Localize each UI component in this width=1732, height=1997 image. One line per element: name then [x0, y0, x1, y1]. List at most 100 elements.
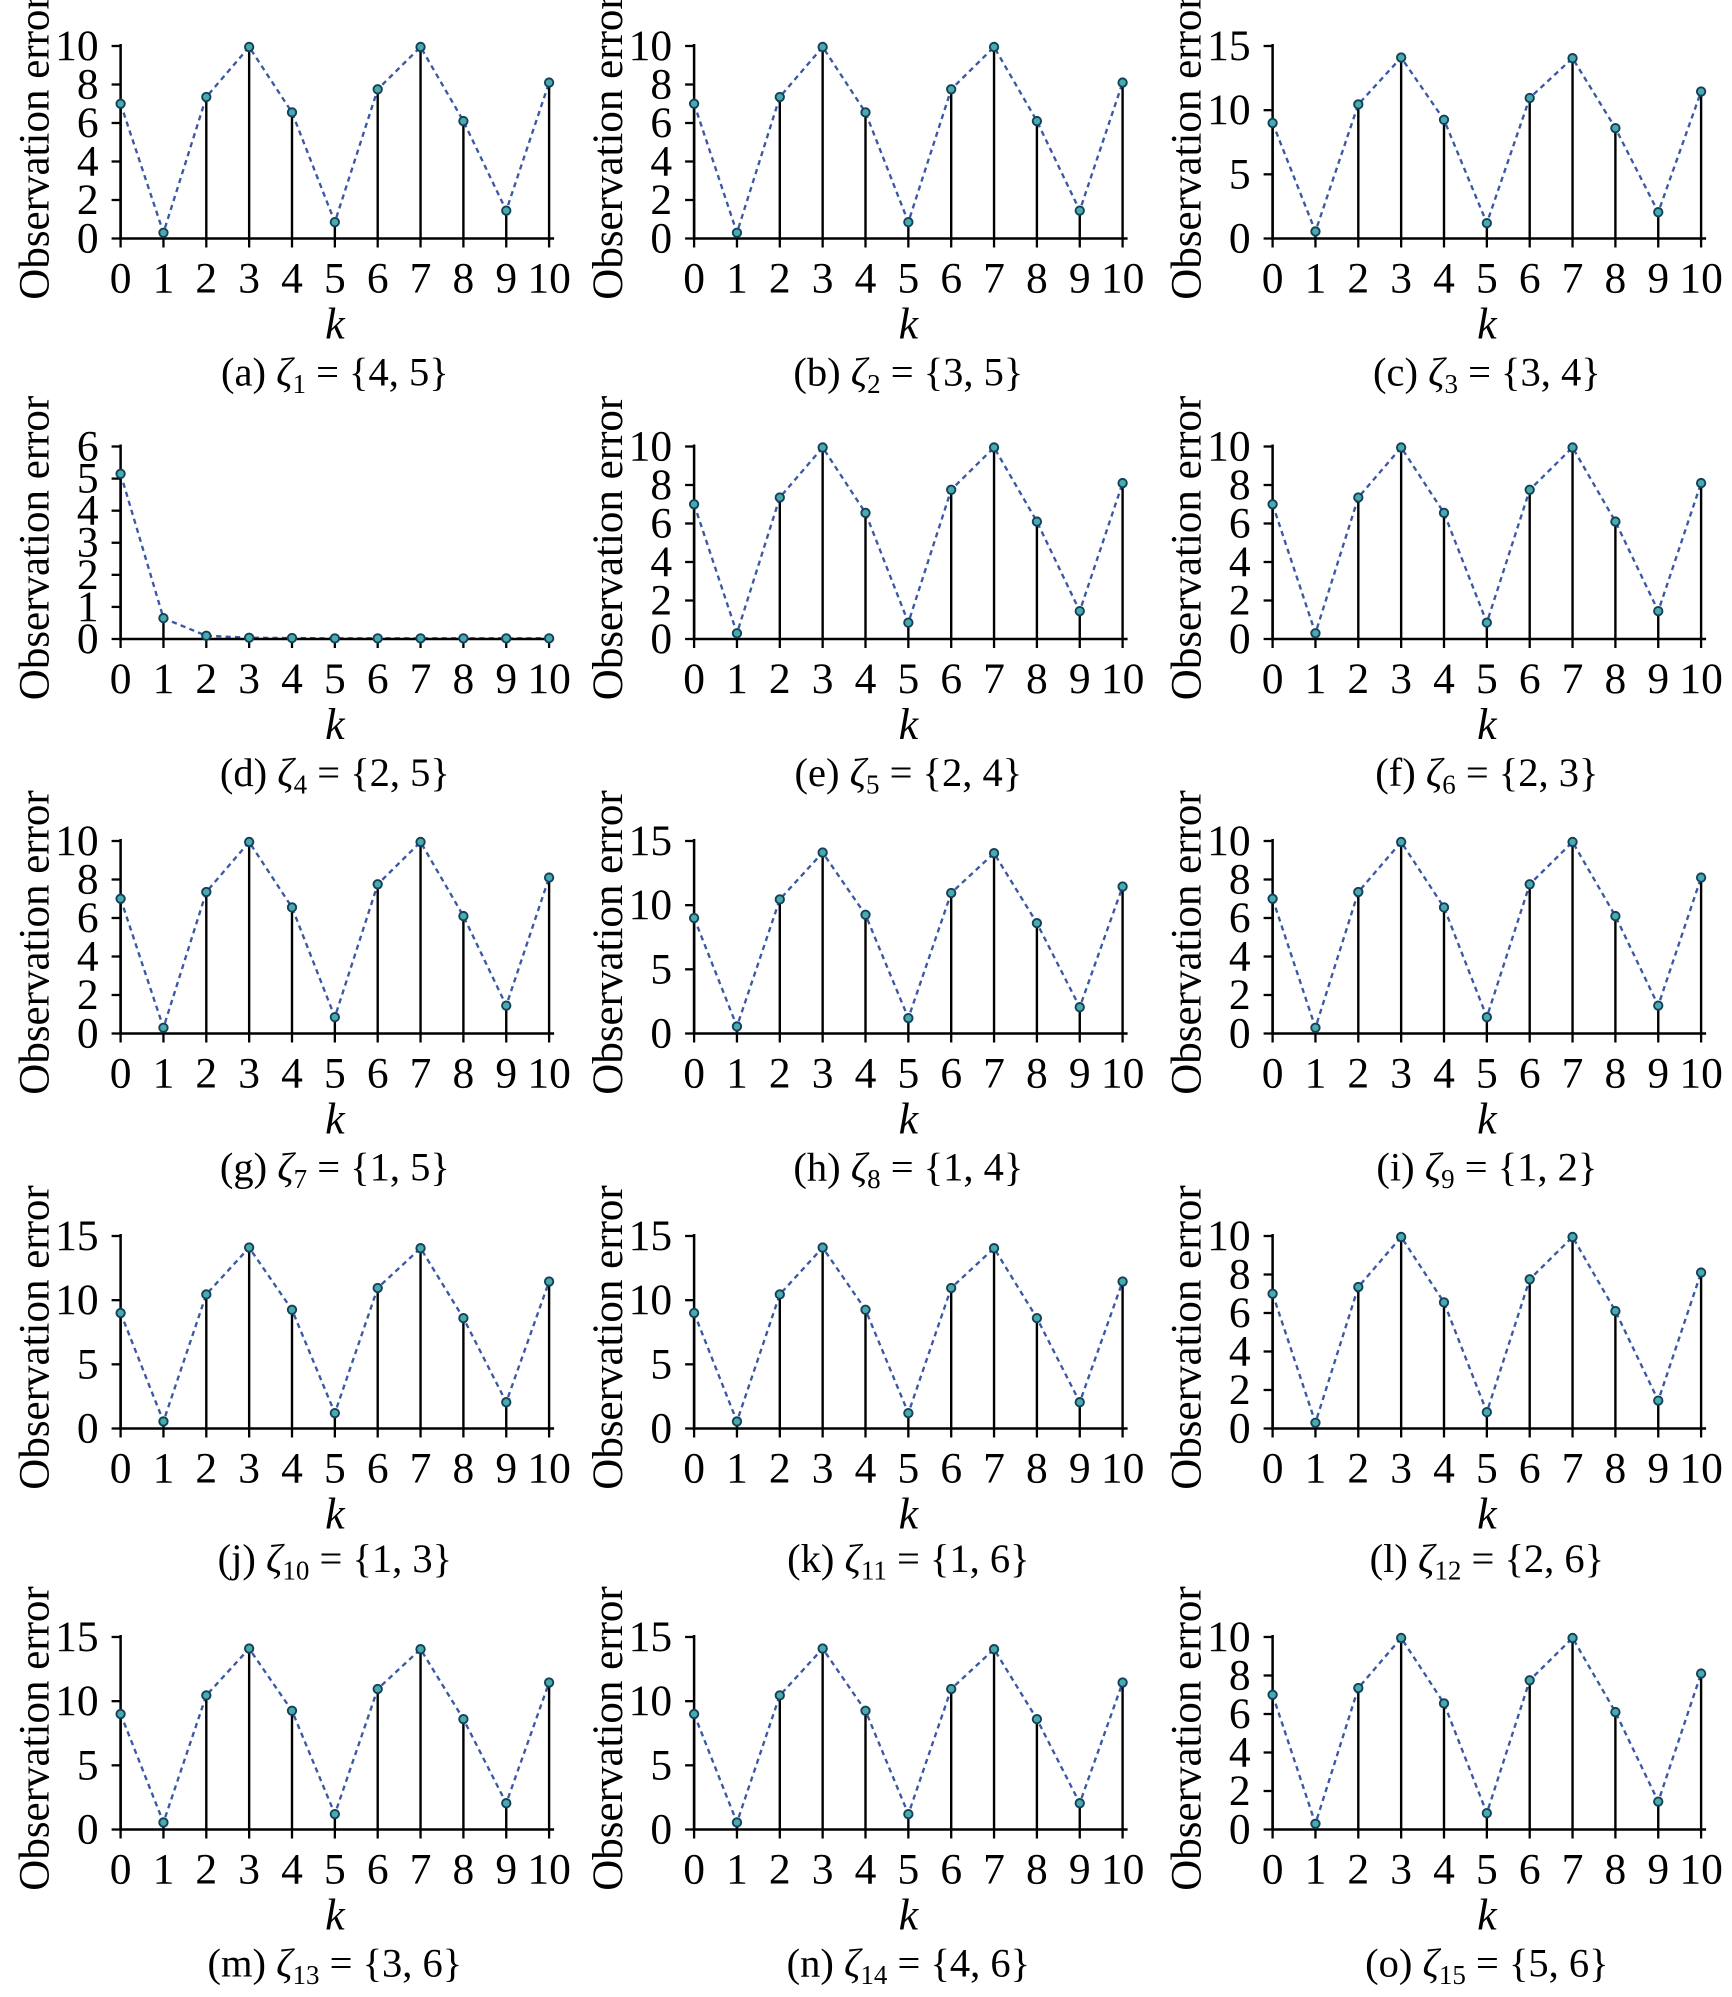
svg-text:9: 9: [1647, 655, 1669, 703]
svg-text:7: 7: [983, 655, 1005, 703]
svg-text:Observation error: Observation error: [12, 1185, 59, 1489]
svg-text:10: 10: [1101, 254, 1145, 302]
svg-text:(l) ζ12 = {2, 6}: (l) ζ12 = {2, 6}: [1370, 1536, 1605, 1586]
svg-text:5: 5: [77, 1741, 99, 1789]
svg-text:10: 10: [1679, 655, 1723, 703]
svg-text:6: 6: [1519, 655, 1541, 703]
svg-text:7: 7: [410, 1845, 432, 1893]
svg-text:10: 10: [1101, 1049, 1145, 1097]
svg-text:9: 9: [1647, 1845, 1669, 1893]
svg-text:10: 10: [629, 1276, 673, 1324]
svg-text:10: 10: [1207, 86, 1251, 134]
svg-text:2: 2: [1347, 1049, 1369, 1097]
svg-text:2: 2: [195, 1845, 217, 1893]
svg-text:2: 2: [77, 176, 99, 224]
svg-text:15: 15: [629, 1613, 673, 1661]
svg-text:1: 1: [153, 655, 175, 703]
svg-text:0: 0: [1229, 1805, 1251, 1853]
svg-text:9: 9: [495, 1845, 517, 1893]
svg-text:2: 2: [77, 971, 99, 1019]
svg-text:(m) ζ13 = {3, 6}: (m) ζ13 = {3, 6}: [207, 1941, 462, 1991]
svg-text:1: 1: [153, 1444, 175, 1492]
svg-text:3: 3: [238, 254, 260, 302]
svg-text:k: k: [899, 1891, 920, 1940]
svg-text:Observation error: Observation error: [585, 790, 632, 1094]
svg-text:7: 7: [410, 254, 432, 302]
svg-text:6: 6: [940, 1049, 962, 1097]
svg-text:0: 0: [1262, 1049, 1284, 1097]
svg-text:2: 2: [1229, 971, 1251, 1019]
svg-text:0: 0: [683, 254, 705, 302]
svg-text:8: 8: [1229, 1250, 1251, 1298]
svg-text:k: k: [1477, 300, 1498, 349]
svg-text:10: 10: [1679, 1049, 1723, 1097]
svg-text:(f) ζ6 = {2, 3}: (f) ζ6 = {2, 3}: [1375, 750, 1598, 800]
svg-text:9: 9: [1647, 254, 1669, 302]
svg-text:7: 7: [410, 1049, 432, 1097]
svg-text:0: 0: [1229, 214, 1251, 262]
svg-text:6: 6: [77, 99, 99, 147]
svg-text:8: 8: [77, 60, 99, 108]
svg-text:Observation error: Observation error: [12, 396, 59, 700]
svg-text:5: 5: [897, 254, 919, 302]
svg-text:10: 10: [1207, 1212, 1251, 1260]
svg-text:10: 10: [55, 22, 99, 70]
svg-text:7: 7: [983, 1845, 1005, 1893]
svg-text:15: 15: [629, 1212, 673, 1260]
svg-text:10: 10: [527, 254, 571, 302]
svg-text:6: 6: [367, 1845, 389, 1893]
svg-text:k: k: [899, 1095, 920, 1144]
svg-text:3: 3: [1390, 254, 1412, 302]
svg-text:8: 8: [1229, 855, 1251, 903]
svg-text:5: 5: [324, 1845, 346, 1893]
svg-text:2: 2: [650, 176, 672, 224]
svg-text:5: 5: [650, 1340, 672, 1388]
svg-text:4: 4: [1229, 1728, 1251, 1776]
svg-text:5: 5: [1476, 1845, 1498, 1893]
svg-text:k: k: [899, 700, 920, 749]
svg-text:8: 8: [650, 60, 672, 108]
svg-text:10: 10: [55, 817, 99, 865]
svg-text:Observation error: Observation error: [1164, 396, 1211, 700]
svg-text:15: 15: [55, 1212, 99, 1260]
svg-text:7: 7: [1562, 1845, 1584, 1893]
svg-text:8: 8: [453, 254, 475, 302]
svg-text:Observation error: Observation error: [585, 396, 632, 700]
svg-text:6: 6: [1519, 1444, 1541, 1492]
svg-text:10: 10: [1207, 1613, 1251, 1661]
svg-text:2: 2: [1347, 1845, 1369, 1893]
svg-text:8: 8: [453, 1444, 475, 1492]
svg-text:9: 9: [1069, 1049, 1091, 1097]
svg-text:6: 6: [77, 422, 99, 470]
svg-text:4: 4: [855, 254, 877, 302]
svg-text:0: 0: [683, 1845, 705, 1893]
svg-text:1: 1: [1305, 1444, 1327, 1492]
svg-text:4: 4: [650, 137, 672, 185]
svg-text:6: 6: [940, 254, 962, 302]
svg-text:3: 3: [812, 254, 834, 302]
svg-text:3: 3: [1390, 655, 1412, 703]
svg-text:5: 5: [897, 1444, 919, 1492]
svg-text:k: k: [325, 1095, 346, 1144]
svg-text:8: 8: [1026, 1049, 1048, 1097]
svg-text:6: 6: [1519, 1049, 1541, 1097]
svg-text:3: 3: [238, 1845, 260, 1893]
svg-text:2: 2: [1347, 655, 1369, 703]
svg-text:15: 15: [629, 817, 673, 865]
svg-text:4: 4: [855, 655, 877, 703]
svg-text:k: k: [325, 1490, 346, 1539]
svg-text:15: 15: [1207, 22, 1251, 70]
svg-text:4: 4: [1229, 1327, 1251, 1375]
svg-text:2: 2: [769, 655, 791, 703]
svg-text:8: 8: [453, 1049, 475, 1097]
svg-text:5: 5: [1476, 254, 1498, 302]
svg-text:3: 3: [812, 1845, 834, 1893]
svg-text:0: 0: [77, 1805, 99, 1853]
svg-text:3: 3: [812, 655, 834, 703]
svg-text:10: 10: [55, 1276, 99, 1324]
svg-text:1: 1: [726, 1444, 748, 1492]
svg-text:10: 10: [527, 1049, 571, 1097]
svg-text:(k) ζ11 = {1, 6}: (k) ζ11 = {1, 6}: [787, 1536, 1030, 1586]
svg-text:k: k: [325, 1891, 346, 1940]
svg-text:(c) ζ3 = {3, 4}: (c) ζ3 = {3, 4}: [1373, 350, 1601, 400]
